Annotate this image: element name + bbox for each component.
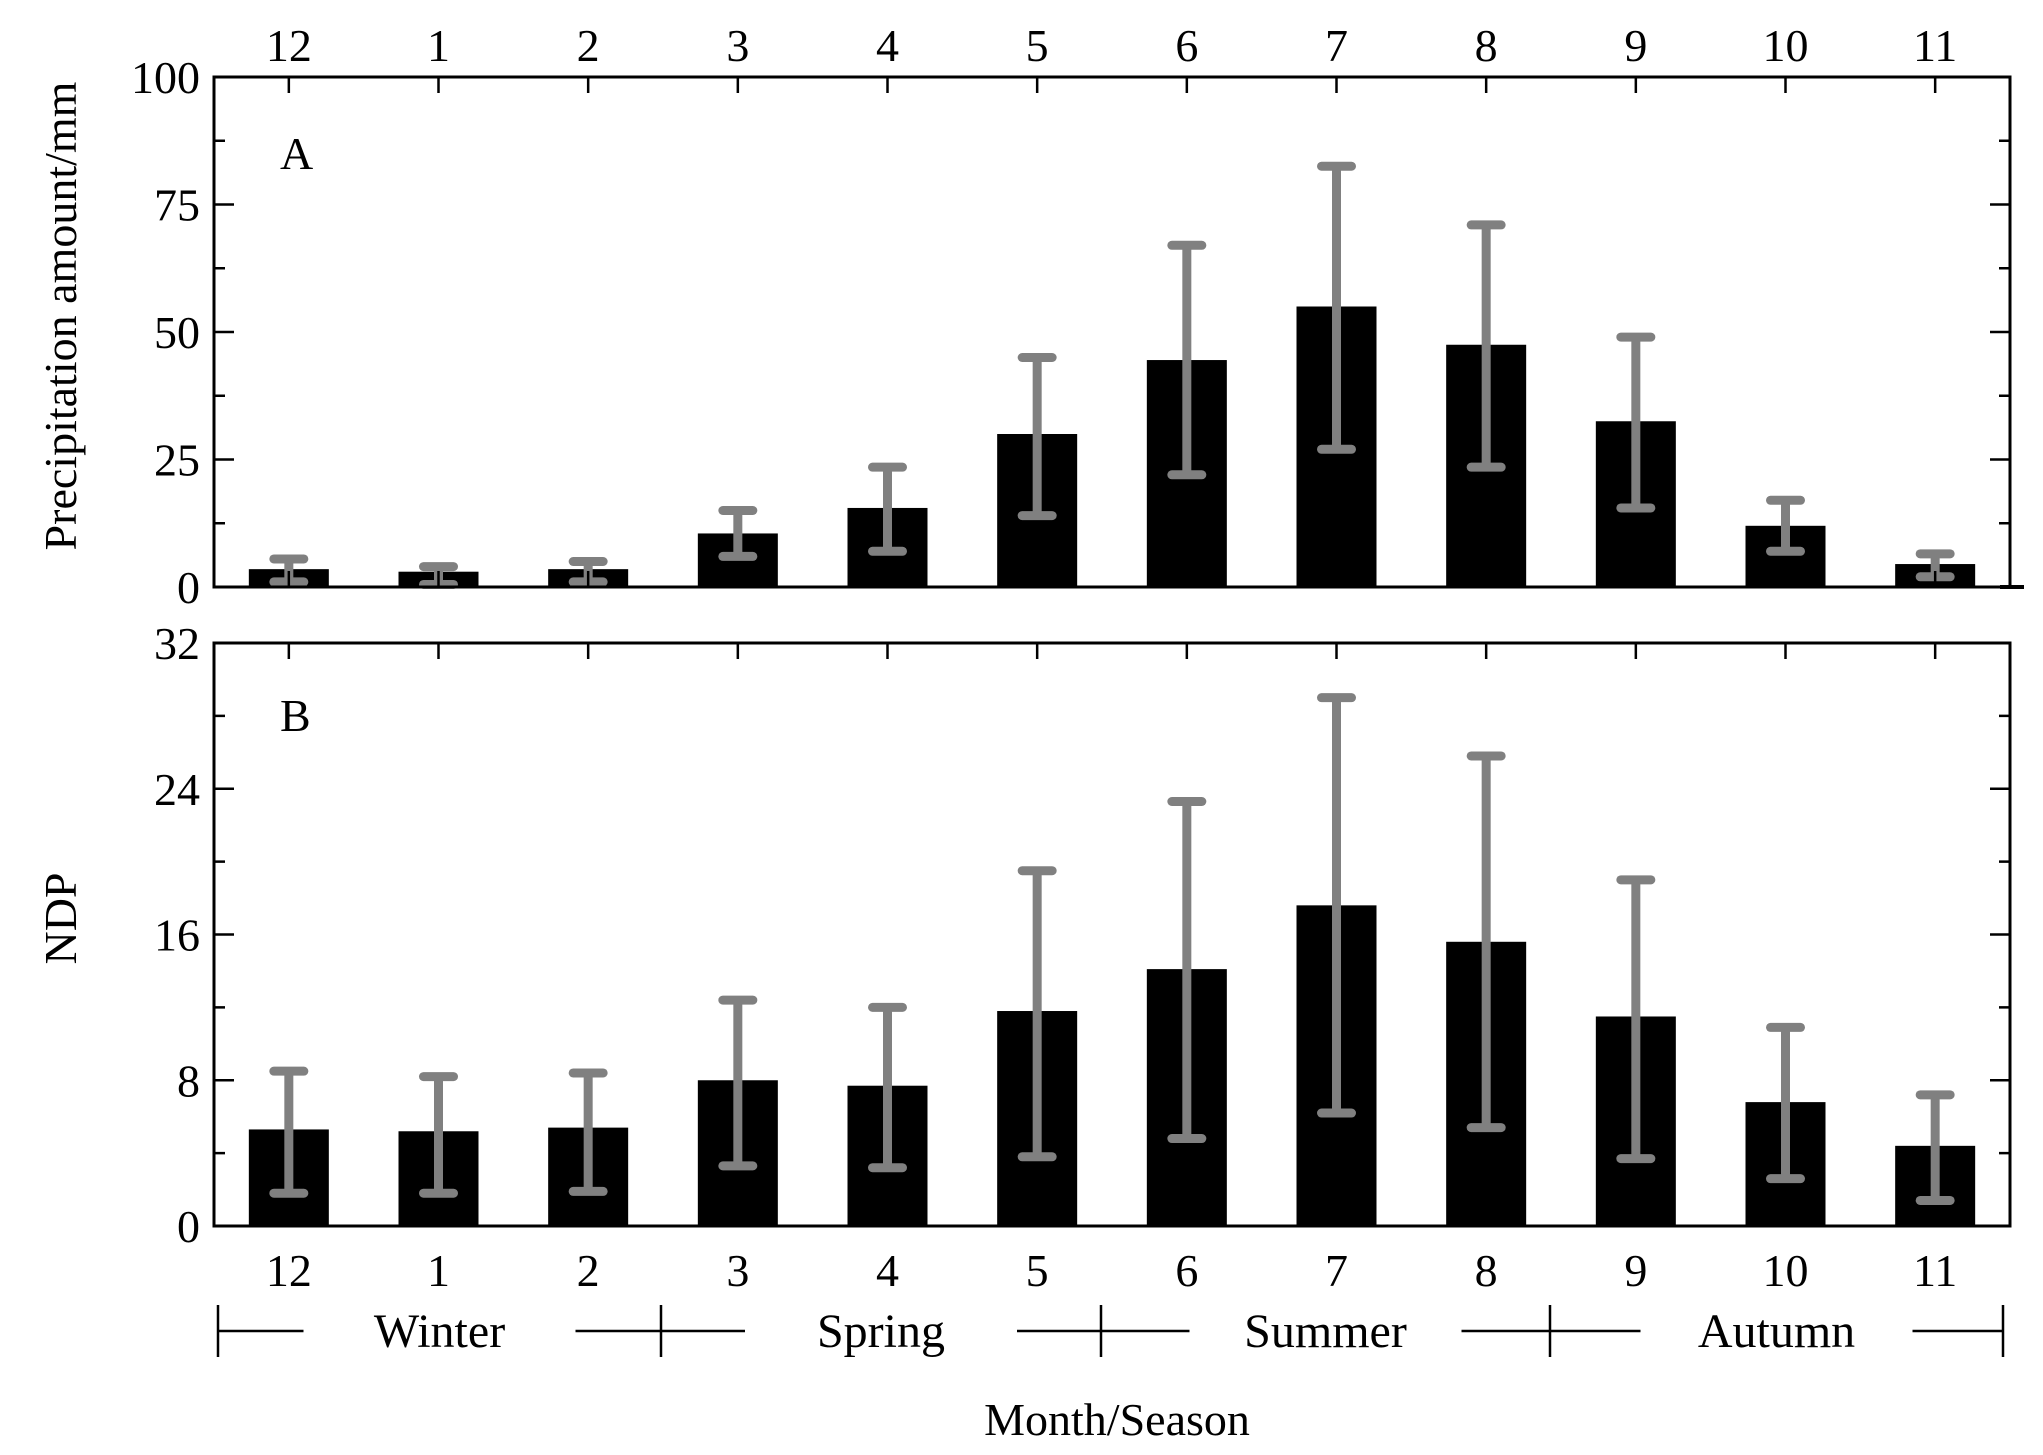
- x-tick-label-top: 2: [577, 20, 600, 71]
- panel-a-error-bars: [269, 161, 1955, 589]
- panel-b-error-bars: [269, 693, 1955, 1205]
- season-brackets: Winter Spring Summer Autumn: [216, 1305, 2005, 1358]
- x-tick-label-top: 5: [1026, 20, 1049, 71]
- y-tick-label: 24: [154, 764, 200, 815]
- x-tick-label-bottom: 8: [1475, 1245, 1498, 1296]
- x-tick-label-top: 3: [726, 20, 749, 71]
- season-label-spring: Spring: [817, 1305, 945, 1358]
- panel-b-y-axis-title: NDP: [35, 872, 86, 964]
- y-tick-label: 75: [154, 180, 200, 231]
- y-tick-label: 100: [131, 52, 200, 103]
- x-tick-label-bottom: 2: [577, 1245, 600, 1296]
- x-tick-label-bottom: 3: [726, 1245, 749, 1296]
- y-tick-label: 50: [154, 307, 200, 358]
- panel-a-label: A: [280, 128, 313, 179]
- y-tick-label: 25: [154, 435, 200, 486]
- x-tick-label-bottom: 10: [1763, 1245, 1809, 1296]
- x-tick-label-bottom: 12: [266, 1245, 312, 1296]
- panel-b-frame: [212, 641, 2012, 1228]
- y-tick-label: 0: [177, 1201, 200, 1252]
- x-tick-label-bottom: 9: [1624, 1245, 1647, 1296]
- x-tick-label-top: 10: [1763, 20, 1809, 71]
- season-label-summer: Summer: [1244, 1305, 1407, 1358]
- x-tick-label-bottom: 7: [1325, 1245, 1348, 1296]
- x-tick-label-top: 6: [1175, 20, 1198, 71]
- season-label-winter: Winter: [374, 1305, 505, 1358]
- y-tick-label: 32: [154, 618, 200, 669]
- x-tick-label-top: 9: [1624, 20, 1647, 71]
- x-tick-label-bottom: 1: [427, 1245, 450, 1296]
- season-label-autumn: Autumn: [1698, 1305, 1855, 1358]
- y-tick-label: 16: [154, 910, 200, 961]
- panel-b-label: B: [280, 690, 311, 741]
- x-tick-label-top: 1: [427, 20, 450, 71]
- x-tick-label-bottom: 4: [876, 1245, 899, 1296]
- panel-a-y-axis-title: Precipitation amount/mm: [35, 81, 86, 550]
- x-tick-label-top: 7: [1325, 20, 1348, 71]
- x-axis-title: Month/Season: [984, 1394, 1250, 1445]
- x-tick-label-bottom: 5: [1026, 1245, 1049, 1296]
- x-tick-label-bottom: 11: [1913, 1245, 1957, 1296]
- x-tick-label-top: 12: [266, 20, 312, 71]
- x-tick-label-bottom: 6: [1175, 1245, 1198, 1296]
- y-tick-label: 8: [177, 1055, 200, 1106]
- panel-a-frame: [212, 75, 2012, 589]
- y-tick-label: 0: [177, 562, 200, 613]
- x-tick-label-top: 4: [876, 20, 899, 71]
- x-tick-label-top: 8: [1475, 20, 1498, 71]
- x-tick-label-top: 11: [1913, 20, 1957, 71]
